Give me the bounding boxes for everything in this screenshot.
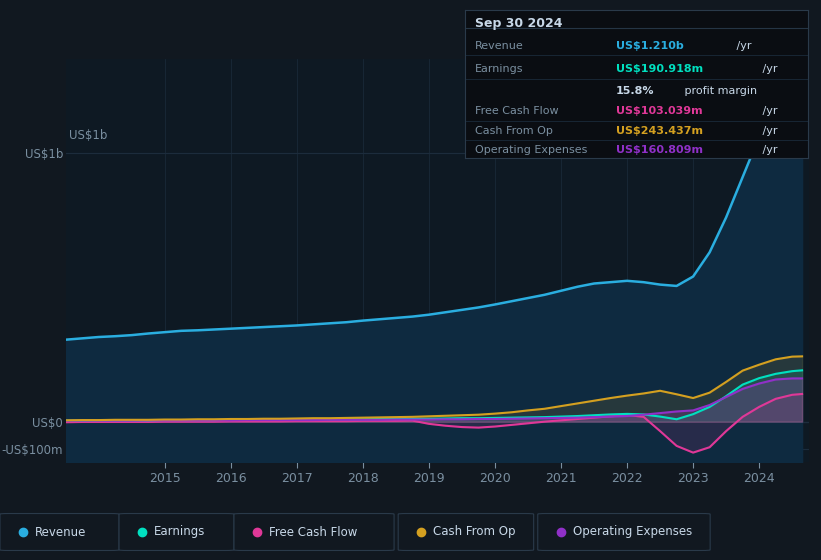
Text: Free Cash Flow: Free Cash Flow (269, 525, 358, 539)
Text: US$190.918m: US$190.918m (616, 64, 703, 74)
Text: /yr: /yr (759, 145, 777, 155)
FancyBboxPatch shape (234, 514, 394, 550)
Text: Sep 30 2024: Sep 30 2024 (475, 17, 562, 30)
Text: US$160.809m: US$160.809m (616, 145, 703, 155)
Text: profit margin: profit margin (681, 86, 757, 96)
Text: US$1.210b: US$1.210b (616, 40, 684, 50)
Text: /yr: /yr (759, 125, 777, 136)
FancyBboxPatch shape (398, 514, 534, 550)
Text: Cash From Op: Cash From Op (475, 125, 553, 136)
Text: /yr: /yr (759, 64, 777, 74)
FancyBboxPatch shape (538, 514, 710, 550)
Text: /yr: /yr (759, 106, 777, 116)
Text: Operating Expenses: Operating Expenses (573, 525, 692, 539)
Text: 15.8%: 15.8% (616, 86, 654, 96)
Text: US$1b: US$1b (69, 129, 108, 142)
Text: Revenue: Revenue (35, 525, 87, 539)
FancyBboxPatch shape (0, 514, 119, 550)
Text: US$103.039m: US$103.039m (616, 106, 703, 116)
Text: Earnings: Earnings (154, 525, 206, 539)
Text: Operating Expenses: Operating Expenses (475, 145, 588, 155)
Text: Cash From Op: Cash From Op (433, 525, 516, 539)
Text: Revenue: Revenue (475, 40, 524, 50)
Text: Free Cash Flow: Free Cash Flow (475, 106, 559, 116)
Text: /yr: /yr (733, 40, 752, 50)
Text: Earnings: Earnings (475, 64, 524, 74)
FancyBboxPatch shape (119, 514, 234, 550)
Text: US$243.437m: US$243.437m (616, 125, 703, 136)
